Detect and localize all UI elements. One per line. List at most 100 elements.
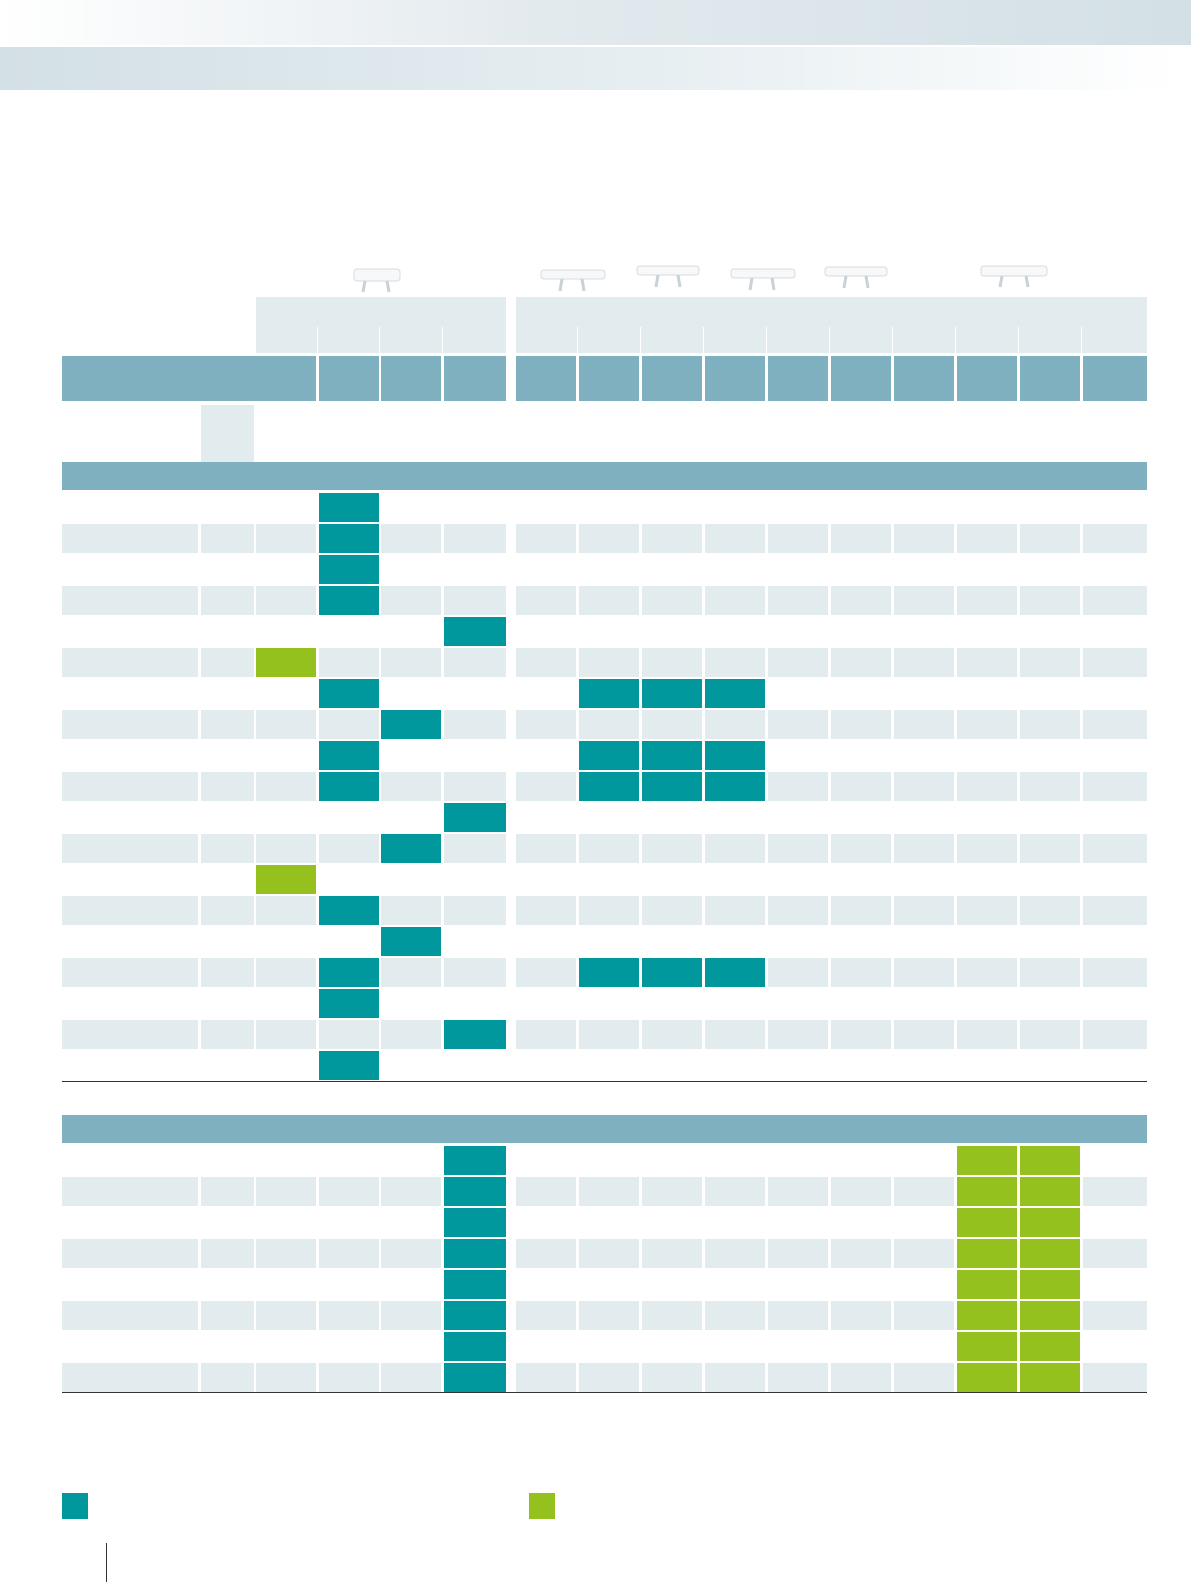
green-cell bbox=[1020, 1332, 1080, 1361]
teal-cell bbox=[579, 958, 639, 987]
shaded-cell bbox=[957, 834, 1017, 863]
shaded-cell bbox=[516, 710, 576, 739]
teal-cell bbox=[319, 679, 379, 708]
shaded-cell bbox=[579, 586, 639, 615]
shaded-cell bbox=[768, 586, 828, 615]
shaded-cell bbox=[1083, 710, 1147, 739]
green-cell bbox=[1020, 1270, 1080, 1299]
shaded-cell bbox=[768, 648, 828, 677]
shaded-cell bbox=[62, 958, 198, 987]
green-cell bbox=[957, 1332, 1017, 1361]
teal-cell bbox=[642, 958, 702, 987]
header-row-cell bbox=[444, 356, 506, 401]
teal-cell bbox=[381, 710, 441, 739]
shaded-cell bbox=[894, 648, 954, 677]
header-row-cell bbox=[1083, 356, 1147, 401]
shaded-cell bbox=[256, 1301, 316, 1330]
green-cell bbox=[1020, 1363, 1080, 1392]
column-divider bbox=[1018, 327, 1019, 353]
shaded-cell bbox=[1083, 648, 1147, 677]
shaded-cell bbox=[256, 586, 316, 615]
shaded-cell bbox=[381, 772, 441, 801]
shaded-cell bbox=[642, 710, 702, 739]
column-divider bbox=[379, 327, 380, 353]
shaded-cell bbox=[642, 1239, 702, 1268]
shaded-cell bbox=[516, 1239, 576, 1268]
shaded-cell bbox=[831, 586, 891, 615]
shaded-cell bbox=[957, 1020, 1017, 1049]
shaded-cell bbox=[201, 1020, 254, 1049]
teal-cell bbox=[444, 1363, 506, 1392]
shaded-cell bbox=[444, 710, 506, 739]
shaded-cell bbox=[1020, 710, 1080, 739]
green-cell bbox=[957, 1177, 1017, 1206]
shaded-cell bbox=[516, 772, 576, 801]
shaded-cell bbox=[201, 710, 254, 739]
shaded-cell bbox=[642, 648, 702, 677]
shaded-cell bbox=[444, 896, 506, 925]
teal-legend-swatch bbox=[62, 1493, 88, 1519]
header-row-cell bbox=[894, 356, 954, 401]
shaded-cell bbox=[201, 586, 254, 615]
shaded-cell bbox=[516, 1363, 576, 1392]
device-icon bbox=[540, 269, 606, 292]
green-cell bbox=[1020, 1146, 1080, 1175]
shaded-cell bbox=[768, 524, 828, 553]
teal-cell bbox=[444, 1020, 506, 1049]
device-icon bbox=[636, 265, 700, 288]
green-cell bbox=[957, 1208, 1017, 1237]
shaded-cell bbox=[642, 834, 702, 863]
shaded-cell bbox=[768, 896, 828, 925]
column-divider bbox=[703, 327, 704, 353]
teal-cell bbox=[444, 1208, 506, 1237]
shaded-cell bbox=[256, 772, 316, 801]
shaded-cell bbox=[381, 958, 441, 987]
column-divider bbox=[892, 327, 893, 353]
green-cell bbox=[1020, 1239, 1080, 1268]
shaded-cell bbox=[579, 1177, 639, 1206]
column-divider bbox=[829, 327, 830, 353]
shaded-cell bbox=[256, 896, 316, 925]
teal-cell bbox=[642, 741, 702, 770]
shaded-cell bbox=[62, 1020, 198, 1049]
shaded-cell bbox=[256, 1020, 316, 1049]
shaded-cell bbox=[894, 1301, 954, 1330]
shaded-cell bbox=[201, 1301, 254, 1330]
shaded-cell bbox=[62, 648, 198, 677]
teal-cell bbox=[444, 1146, 506, 1175]
shaded-cell bbox=[579, 524, 639, 553]
shaded-cell bbox=[516, 1301, 576, 1330]
shaded-cell bbox=[516, 524, 576, 553]
shaded-cell bbox=[381, 586, 441, 615]
teal-cell bbox=[319, 772, 379, 801]
shaded-cell bbox=[381, 896, 441, 925]
header-row-cell bbox=[579, 356, 639, 401]
green-cell bbox=[957, 1239, 1017, 1268]
shaded-cell bbox=[62, 1301, 198, 1330]
shaded-cell bbox=[831, 710, 891, 739]
shaded-cell bbox=[381, 524, 441, 553]
shaded-cell bbox=[894, 1239, 954, 1268]
shaded-cell bbox=[1083, 834, 1147, 863]
header-row-cell bbox=[62, 356, 316, 401]
section-divider bbox=[62, 1392, 1147, 1393]
shaded-cell bbox=[831, 1177, 891, 1206]
shaded-cell bbox=[444, 834, 506, 863]
section-divider bbox=[62, 1081, 1147, 1082]
shaded-cell bbox=[62, 896, 198, 925]
shaded-cell bbox=[256, 1363, 316, 1392]
shaded-cell bbox=[894, 958, 954, 987]
shaded-cell bbox=[1020, 586, 1080, 615]
column-divider bbox=[317, 327, 318, 353]
shaded-cell bbox=[831, 958, 891, 987]
green-cell bbox=[957, 1301, 1017, 1330]
shaded-cell bbox=[381, 1239, 441, 1268]
teal-cell bbox=[444, 1239, 506, 1268]
shaded-cell bbox=[705, 1239, 765, 1268]
shaded-cell bbox=[1020, 524, 1080, 553]
green-cell bbox=[1020, 1177, 1080, 1206]
shaded-cell bbox=[381, 1363, 441, 1392]
teal-cell bbox=[381, 927, 441, 956]
shaded-cell bbox=[642, 896, 702, 925]
teal-cell bbox=[579, 772, 639, 801]
